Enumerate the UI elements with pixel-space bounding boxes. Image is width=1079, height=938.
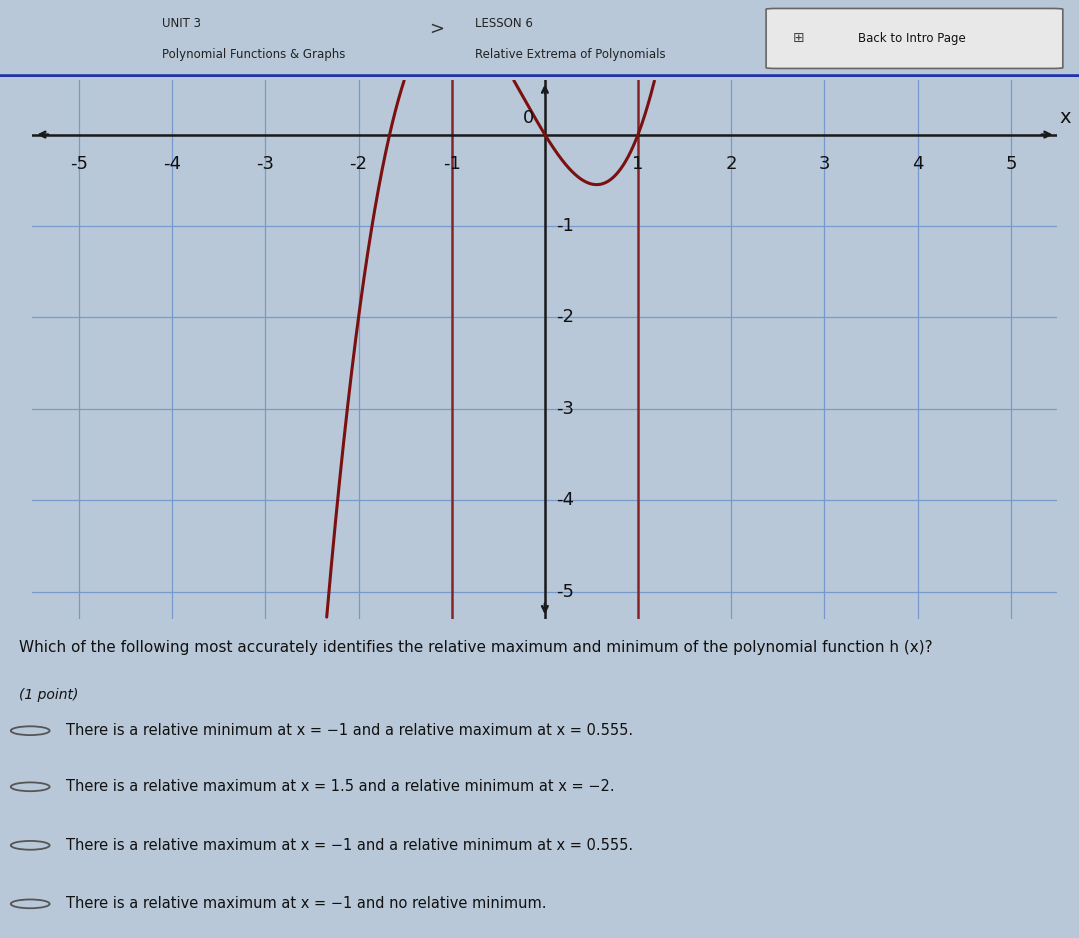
Text: Which of the following most accurately identifies the relative maximum and minim: Which of the following most accurately i…: [19, 641, 933, 655]
Text: 2: 2: [725, 155, 737, 173]
Text: >: >: [429, 21, 445, 38]
Text: 0: 0: [522, 109, 534, 128]
Text: Relative Extrema of Polynomials: Relative Extrema of Polynomials: [475, 48, 666, 61]
Text: 3: 3: [819, 155, 830, 173]
Text: There is a relative maximum at x = −1 and a relative minimum at x = 0.555.: There is a relative maximum at x = −1 an…: [66, 838, 633, 853]
FancyBboxPatch shape: [766, 8, 1063, 68]
Text: -1: -1: [556, 217, 574, 235]
Text: Polynomial Functions & Graphs: Polynomial Functions & Graphs: [162, 48, 345, 61]
Text: There is a relative maximum at x = 1.5 and a relative minimum at x = −2.: There is a relative maximum at x = 1.5 a…: [66, 779, 614, 794]
Text: There is a relative minimum at x = −1 and a relative maximum at x = 0.555.: There is a relative minimum at x = −1 an…: [66, 723, 633, 738]
Text: 1: 1: [632, 155, 644, 173]
Text: x: x: [1060, 108, 1070, 128]
Text: -4: -4: [163, 155, 181, 173]
Text: (1 point): (1 point): [19, 688, 79, 703]
Text: 4: 4: [912, 155, 924, 173]
Text: -5: -5: [70, 155, 88, 173]
Text: Back to Intro Page: Back to Intro Page: [858, 32, 966, 45]
Text: -3: -3: [257, 155, 274, 173]
Text: -1: -1: [442, 155, 461, 173]
Text: -2: -2: [556, 309, 574, 326]
Text: -3: -3: [556, 400, 574, 417]
Text: LESSON 6: LESSON 6: [475, 17, 533, 30]
Text: ⊞: ⊞: [793, 32, 805, 45]
Text: -4: -4: [556, 492, 574, 509]
Text: -2: -2: [350, 155, 368, 173]
Text: 5: 5: [1005, 155, 1016, 173]
Text: -5: -5: [556, 582, 574, 600]
Text: There is a relative maximum at x = −1 and no relative minimum.: There is a relative maximum at x = −1 an…: [66, 897, 546, 912]
Text: UNIT 3: UNIT 3: [162, 17, 201, 30]
